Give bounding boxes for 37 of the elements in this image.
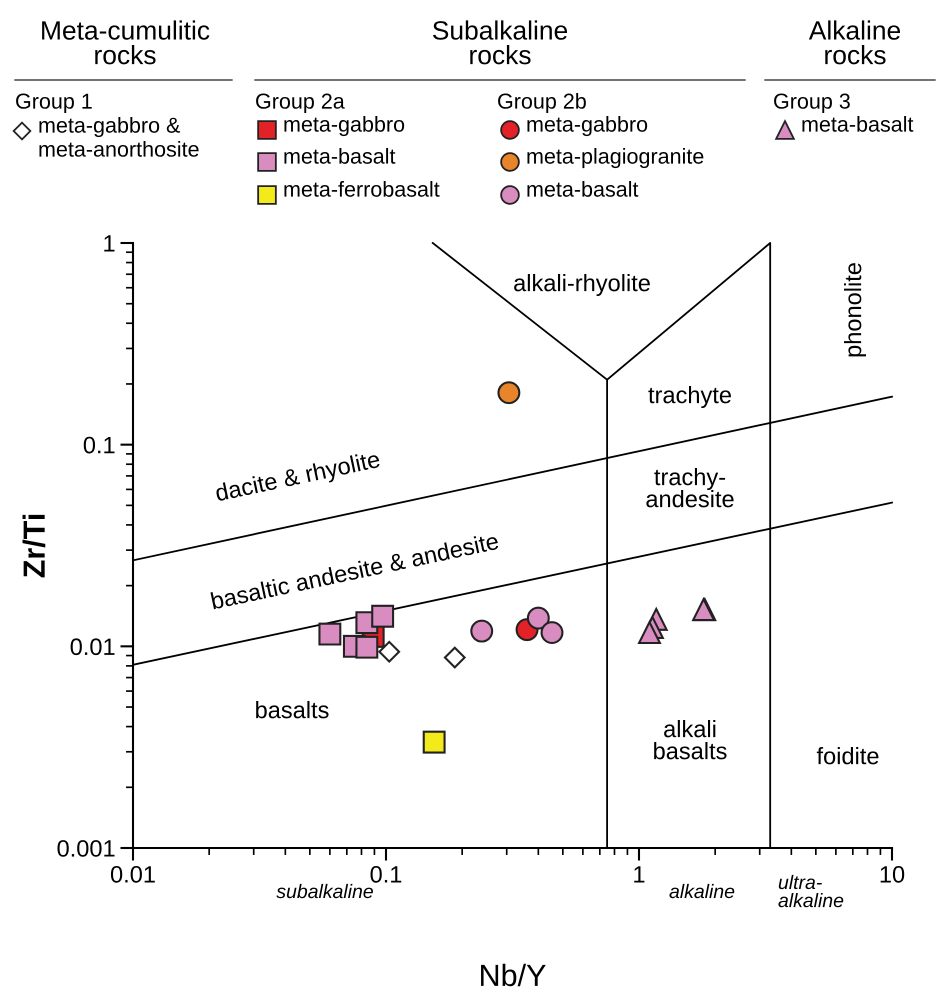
annotation: trachy- andesite (646, 468, 734, 508)
legend-label: meta-basalt (284, 148, 396, 164)
x-tick-label: 10 (880, 866, 904, 883)
y-tick-label: 0.001 (57, 840, 114, 857)
text: ultra- alkaline (778, 874, 844, 908)
text: Group 2a (256, 94, 345, 114)
annotation: alkali basalts (654, 720, 727, 760)
x-tick-label: 1 (634, 866, 644, 882)
annotation: dacite & rhyolite (214, 450, 382, 506)
x-tick-label: 0.01 (110, 866, 155, 883)
legend-label: meta-basalt (802, 116, 914, 132)
text: Group 2b (498, 92, 586, 114)
y-tick-label: 0.01 (70, 638, 114, 656)
text: Alkaline rocks (808, 20, 900, 64)
annotation: trachyte (648, 386, 731, 408)
legend-label: meta-gabbro (284, 116, 404, 136)
text: Subalkaline rocks (432, 20, 568, 64)
text: Group 1 (16, 94, 92, 114)
y-tick-label: 0.1 (84, 436, 114, 454)
text: Group 3 (774, 94, 850, 114)
annotation: phonolite (844, 263, 866, 356)
legend-label: meta-ferrobasalt (284, 181, 440, 197)
y-axis-title: Zr/Ti (22, 514, 46, 578)
legend-label: meta-gabbro (527, 116, 648, 136)
x-axis-title: Nb/Y (481, 964, 546, 986)
legend-label: meta-plagiogranite (527, 148, 704, 168)
annotation: foidite (816, 746, 878, 764)
annotation: alkali-rhyolite (514, 274, 650, 296)
text: Meta-cumulitic rocks (42, 20, 210, 64)
y-tick-label: 1 (104, 235, 114, 252)
annotation: basaltic andesite & andesite (210, 532, 500, 610)
x-tick-label: 0.1 (370, 866, 402, 883)
annotation: basalts (256, 700, 329, 718)
legend-label: meta-gabbro & meta-anorthosite (39, 117, 199, 157)
text: alkaline (669, 884, 734, 898)
legend-label: meta-basalt (527, 181, 638, 197)
text: subalkaline (276, 884, 373, 898)
